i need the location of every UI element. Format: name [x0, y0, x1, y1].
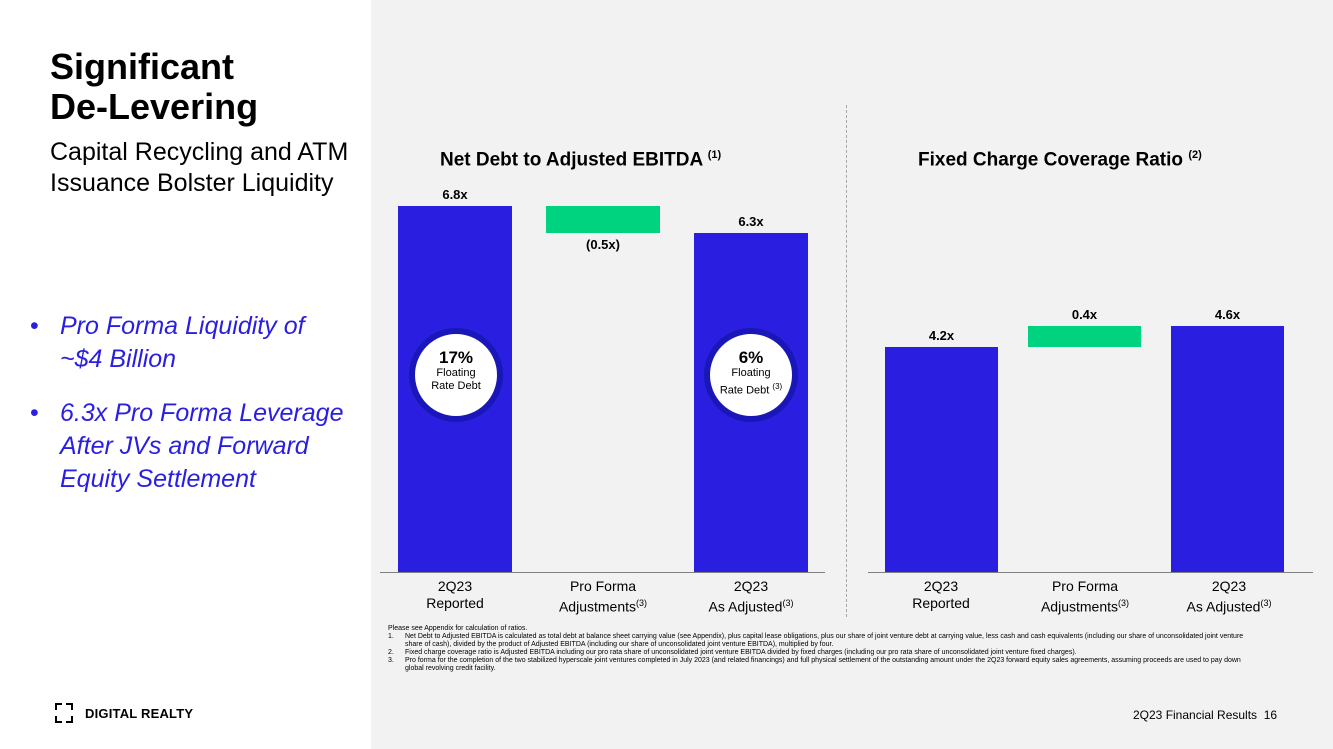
floating-rate-label-text: Rate Debt: [719, 384, 770, 397]
adjustment-bar: [546, 206, 660, 234]
category-line: 2Q23: [923, 578, 959, 594]
chart-divider: [846, 105, 847, 617]
footnotes: Please see Appendix for calculation of r…: [388, 625, 1248, 673]
data-label: 4.6x: [1214, 306, 1241, 322]
category-line: 2Q23: [437, 578, 473, 594]
data-label: 0.4x: [1071, 306, 1098, 322]
data-label: 4.2x: [928, 328, 955, 344]
floating-rate-percent: 17%: [438, 348, 474, 367]
data-label: (0.5x): [586, 237, 620, 253]
category-line: Reported: [426, 595, 484, 611]
bullet-glyph: •: [30, 399, 39, 427]
footnote-number: 3.: [388, 657, 394, 664]
chart-title-text: Net Debt to Adjusted EBITDA: [440, 149, 703, 171]
category-line-text: As Adjusted: [1186, 598, 1261, 615]
category-line: 2Q23: [1211, 578, 1247, 594]
category-note: (3): [1260, 598, 1272, 608]
company-logo: DIGITAL REALTY: [55, 703, 193, 723]
category-label: 2Q23 Reported: [876, 578, 1006, 612]
category-line: As Adjusted(3): [1164, 595, 1294, 616]
bullet-text: 6.3x Pro Forma Leverage After JVs and Fo…: [60, 399, 344, 493]
category-line: Pro Forma: [1051, 578, 1119, 594]
category-label: 2Q23 As Adjusted(3): [686, 578, 816, 616]
data-label: 6.3x: [738, 214, 764, 230]
footnote: 1. Net Debt to Adjusted EBITDA is calcula…: [388, 633, 1248, 649]
chart-title-text: Fixed Charge Coverage Ratio: [918, 149, 1184, 171]
chart-title-net-debt: Net Debt to Adjusted EBITDA (1): [440, 149, 721, 171]
category-line: As Adjusted(3): [686, 595, 816, 616]
category-label: Pro Forma Adjustments(3): [538, 578, 668, 616]
category-line-text: Adjustments: [558, 598, 637, 615]
floating-rate-label-2: Rate Debt: [431, 380, 481, 392]
title-line-2: De-Levering: [50, 86, 259, 127]
page-title: Significant De-Levering: [50, 47, 258, 127]
title-line-1: Significant: [50, 46, 235, 87]
category-line: Reported: [912, 595, 970, 611]
category-line: Pro Forma: [569, 578, 637, 594]
chart-title-fixed-charge: Fixed Charge Coverage Ratio (2): [918, 149, 1202, 171]
floating-rate-label-1: Floating: [436, 367, 476, 379]
chart-title-note: (2): [1188, 149, 1202, 161]
bullet-list: • Pro Forma Liquidity of ~$4 Billion • 6.3…: [30, 310, 350, 517]
page-number: 16: [1263, 708, 1278, 722]
footnote: 2. Fixed charge coverage ratio is Adjuste…: [388, 649, 1248, 657]
category-label: 2Q23 As Adjusted(3): [1164, 578, 1294, 616]
bullet-text: Pro Forma Liquidity of ~$4 Billion: [60, 312, 305, 373]
category-line: 2Q23: [733, 578, 769, 594]
category-label: Pro Forma Adjustments(3): [1020, 578, 1150, 616]
footer-text: 2Q23 Financial Results: [1133, 708, 1258, 722]
bullet-glyph: •: [30, 312, 39, 340]
category-note: (3): [1118, 598, 1130, 608]
footnote-number: 1.: [388, 633, 394, 640]
category-line: Adjustments(3): [1020, 595, 1150, 616]
footer: 2Q23 Financial Results 16: [1133, 708, 1277, 722]
footnote-text: Pro forma for the completion of the two …: [405, 657, 1241, 672]
footnote-number: 2.: [388, 649, 394, 656]
bullet-item: • 6.3x Pro Forma Leverage After JVs and F…: [30, 397, 350, 496]
bullet-item: • Pro Forma Liquidity of ~$4 Billion: [30, 310, 350, 376]
value-bar: [1171, 325, 1284, 572]
page-subtitle: Capital Recycling and ATM Issuance Bolst…: [50, 138, 349, 197]
data-label: 6.8x: [442, 187, 468, 203]
footnote: 3. Pro forma for the completion of the tw…: [388, 657, 1248, 673]
footnote-intro: Please see Appendix for calculation of r…: [388, 625, 528, 632]
category-note: (3): [782, 598, 794, 608]
adjustment-bar: [1028, 325, 1141, 348]
floating-rate-percent: 6%: [738, 348, 764, 367]
floating-rate-badge: 17% Floating Rate Debt: [409, 328, 503, 422]
category-note: (3): [636, 598, 648, 608]
category-line-text: Adjustments: [1040, 598, 1119, 615]
logo-text: DIGITAL REALTY: [85, 705, 194, 721]
x-axis-line: [868, 572, 1313, 573]
floating-rate-label-2: Rate Debt (3): [710, 380, 792, 398]
floating-rate-note: (3): [772, 382, 783, 391]
category-line: Adjustments(3): [538, 595, 668, 616]
x-axis-line: [380, 572, 825, 573]
value-bar: [885, 347, 998, 572]
category-line-text: As Adjusted: [708, 598, 783, 615]
left-panel: Significant De-Levering Capital Recyclin…: [0, 0, 371, 749]
footnote-text: Fixed charge coverage ratio is Adjusted …: [405, 649, 1077, 656]
floating-rate-badge: 6% Floating Rate Debt (3): [704, 328, 798, 422]
footnote-text: Net Debt to Adjusted EBITDA is calculate…: [405, 633, 1244, 648]
bracket-logo-icon: [55, 703, 73, 723]
chart-title-note: (1): [707, 149, 722, 161]
floating-rate-label-1: Floating: [731, 367, 771, 379]
category-label: 2Q23 Reported: [390, 578, 520, 612]
